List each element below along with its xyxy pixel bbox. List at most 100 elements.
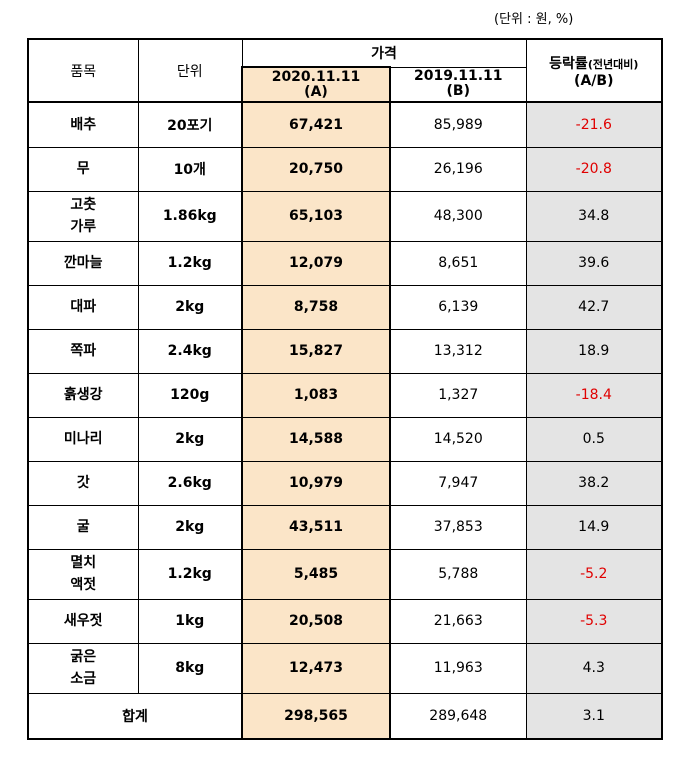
unit-cell: 2.6kg — [137, 460, 243, 506]
price-a-cell: 67,421 — [241, 101, 391, 148]
unit-cell: 1.86kg — [137, 190, 243, 242]
unit-cell: 2kg — [137, 416, 243, 462]
header-date-b: 2019.11.11 (B) — [389, 66, 527, 103]
unit-cell: 20포기 — [137, 101, 243, 148]
price-b-cell: 85,989 — [389, 101, 527, 148]
table-row: 깐마늘 1.2kg 12,079 8,651 39.6 — [27, 240, 664, 286]
price-b-cell: 13,312 — [389, 328, 527, 374]
header-item: 품목 — [27, 38, 139, 103]
table-row: 미나리 2kg 14,588 14,520 0.5 — [27, 416, 664, 462]
price-a-cell: 15,827 — [241, 328, 391, 374]
price-a-cell: 20,508 — [241, 598, 391, 644]
item-name: 굵은 — [70, 649, 97, 665]
item-name: 흙생강 — [63, 387, 103, 403]
price-a-cell: 1,083 — [241, 372, 391, 418]
price-a-cell: 14,588 — [241, 416, 391, 462]
table-row: 대파 2kg 8,758 6,139 42.7 — [27, 284, 664, 330]
table-row: 무 10개 20,750 26,196 -20.8 — [27, 146, 664, 192]
table-body: 배추 20포기 67,421 85,989 -21.6 무 10개 20,750 26,196-… — [27, 101, 664, 694]
price-b-cell: 8,651 — [389, 240, 527, 286]
price-a-cell: 5,485 — [241, 548, 391, 600]
total-a: 298,565 — [241, 692, 391, 740]
price-b-cell: 14,520 — [389, 416, 527, 462]
item-name: 배추 — [70, 116, 97, 133]
unit-cell: 1kg — [137, 598, 243, 644]
item-cell: 대파 — [27, 284, 139, 330]
rate-cell: 39.6 — [525, 240, 664, 286]
item-cell: 깐마늘 — [27, 240, 139, 286]
rate-cell: 38.2 — [525, 460, 664, 506]
price-b-cell: 7,947 — [389, 460, 527, 506]
unit-cell: 120g — [137, 372, 243, 418]
item-name: 깐마늘 — [63, 255, 103, 271]
rate-cell: -5.3 — [525, 598, 664, 644]
table-row: 갓 2.6kg 10,979 7,947 38.2 — [27, 460, 664, 506]
price-a-cell: 8,758 — [241, 284, 391, 330]
rate-cell: 0.5 — [525, 416, 664, 462]
item-name: 고춧 — [70, 197, 97, 213]
item-cell: 새우젓 — [27, 598, 139, 644]
table-row: 굵은 소금 8kg 12,473 11,963 4.3 — [27, 642, 664, 694]
item-name: 쪽파 — [70, 343, 97, 359]
price-b-cell: 1,327 — [389, 372, 527, 418]
rate-cell: -21.6 — [525, 101, 664, 148]
unit-cell: 1.2kg — [137, 548, 243, 600]
item-name-line2: 가루 — [70, 219, 97, 235]
price-a-cell: 20,750 — [241, 146, 391, 192]
item-name: 새우젓 — [63, 613, 103, 629]
rate-cell: 42.7 — [525, 284, 664, 330]
rate-cell: -20.8 — [525, 146, 664, 192]
price-a-cell: 10,979 — [241, 460, 391, 506]
item-cell: 미나리 — [27, 416, 139, 462]
item-cell: 흙생강 — [27, 372, 139, 418]
table-row: 멸치 액젓 1.2kg 5,485 5,788 -5.2 — [27, 548, 664, 600]
item-name: 갓 — [76, 475, 90, 491]
rate-cell: 4.3 — [525, 642, 664, 694]
unit-note: (단위 : 원, %) — [494, 12, 574, 27]
rate-cell: -18.4 — [525, 372, 664, 418]
item-cell: 배추 — [27, 101, 139, 148]
unit-cell: 10개 — [137, 146, 243, 192]
table-row: 흙생강 120g 1,083 1,327 -18.4 — [27, 372, 664, 418]
item-name-line2: 소금 — [70, 671, 97, 687]
header-price-group: 가격 — [241, 38, 527, 68]
unit-cell: 2kg — [137, 284, 243, 330]
table-row: 배추 20포기 67,421 85,989 -21.6 — [27, 101, 664, 148]
total-row: 합계 298,565 289,648 3.1 — [27, 692, 664, 740]
price-b-cell: 48,300 — [389, 190, 527, 242]
table-row: 고춧 가루 1.86kg 65,103 48,300 34.8 — [27, 190, 664, 242]
unit-cell: 2kg — [137, 504, 243, 550]
price-b-cell: 6,139 — [389, 284, 527, 330]
price-a-cell: 43,511 — [241, 504, 391, 550]
item-name: 대파 — [70, 299, 97, 315]
item-cell: 멸치 액젓 — [27, 548, 139, 600]
unit-cell: 1.2kg — [137, 240, 243, 286]
price-a-cell: 12,473 — [241, 642, 391, 694]
item-name: 무 — [76, 161, 90, 177]
header-date-a: 2020.11.11 (A) — [241, 66, 391, 103]
item-cell: 갓 — [27, 460, 139, 506]
price-a-cell: 12,079 — [241, 240, 391, 286]
price-b-cell: 11,963 — [389, 642, 527, 694]
table-row: 쪽파 2.4kg 15,827 13,312 18.9 — [27, 328, 664, 374]
price-a-cell: 65,103 — [241, 190, 391, 242]
table-row: 새우젓 1kg 20,508 21,663 -5.3 — [27, 598, 664, 644]
total-label: 합계 — [27, 692, 243, 740]
price-b-cell: 21,663 — [389, 598, 527, 644]
price-b-cell: 37,853 — [389, 504, 527, 550]
header-unit: 단위 — [137, 38, 243, 103]
price-b-cell: 5,788 — [389, 548, 527, 600]
total-b: 289,648 — [389, 692, 527, 740]
rate-cell: -5.2 — [525, 548, 664, 600]
header-rate: 등락률(전년대비) (A/B) — [525, 38, 664, 103]
item-cell: 무 — [27, 146, 139, 192]
rate-cell: 34.8 — [525, 190, 664, 242]
item-name: 미나리 — [63, 431, 103, 447]
total-rate: 3.1 — [525, 692, 664, 740]
price-b-cell: 26,196 — [389, 146, 527, 192]
item-name-line2: 액젓 — [70, 577, 97, 593]
unit-cell: 2.4kg — [137, 328, 243, 374]
table-row: 굴 2kg 43,511 37,853 14.9 — [27, 504, 664, 550]
